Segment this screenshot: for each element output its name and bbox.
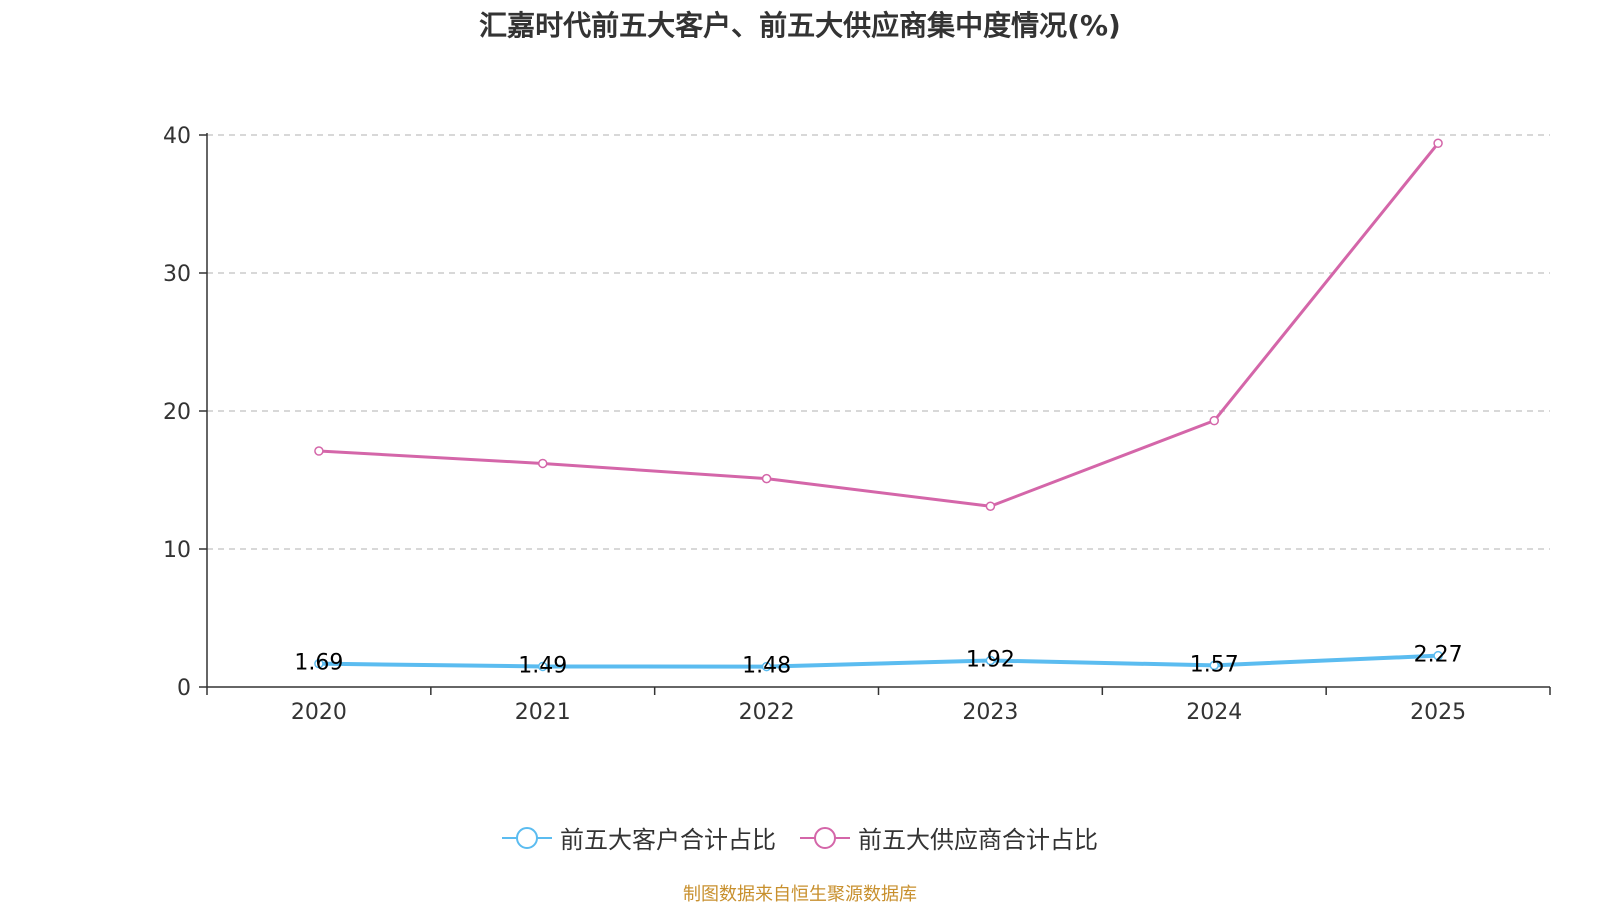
data-point <box>1209 660 1219 671</box>
source-note: 制图数据来自恒生聚源数据库 <box>683 884 917 905</box>
data-label: 1.49 <box>518 653 567 678</box>
data-label: 1.57 <box>1190 652 1239 677</box>
legend-item-suppliers[interactable]: 前五大供应商合计占比 <box>800 820 1098 855</box>
data-label: 1.69 <box>294 651 343 676</box>
data-label: 1.48 <box>742 654 791 679</box>
data-point <box>985 501 996 511</box>
data-label: 1.92 <box>966 648 1015 673</box>
legend-label-suppliers: 前五大供应商合计占比 <box>858 826 1098 854</box>
data-point <box>1209 415 1219 426</box>
x-tick-label: 2020 <box>291 700 347 725</box>
legend-item-customers[interactable]: 前五大客户合计占比 <box>502 820 776 855</box>
series-line <box>318 653 1439 669</box>
y-tick-label: 10 <box>163 538 191 563</box>
x-tick-label: 2023 <box>962 700 1018 725</box>
data-point <box>985 655 996 666</box>
x-tick-label: 2025 <box>1410 700 1466 725</box>
series-line <box>318 142 1440 508</box>
data-label: 2.27 <box>1414 643 1463 668</box>
y-tick-label: 40 <box>163 124 191 149</box>
y-tick-label: 20 <box>163 400 191 425</box>
legend-marker-suppliers <box>800 826 850 849</box>
data-point <box>761 473 772 484</box>
x-tick-label: 2022 <box>739 700 795 725</box>
data-point <box>1433 650 1443 661</box>
data-point <box>761 661 772 672</box>
x-tick-label: 2021 <box>515 700 571 725</box>
legend-marker-customers <box>502 826 552 849</box>
data-point <box>538 661 548 672</box>
legend: 前五大客户合计占比 前五大供应商合计占比 <box>0 820 1600 855</box>
x-tick-label: 2024 <box>1186 700 1242 725</box>
y-tick-label: 0 <box>177 676 191 701</box>
data-point <box>538 458 548 469</box>
data-point <box>314 658 324 669</box>
data-point <box>314 446 324 456</box>
data-point <box>1433 138 1443 149</box>
chart-title: 汇嘉时代前五大客户、前五大供应商集中度情况(%) <box>479 9 1121 42</box>
y-tick-label: 30 <box>163 262 191 287</box>
legend-label-customers: 前五大客户合计占比 <box>560 826 776 854</box>
